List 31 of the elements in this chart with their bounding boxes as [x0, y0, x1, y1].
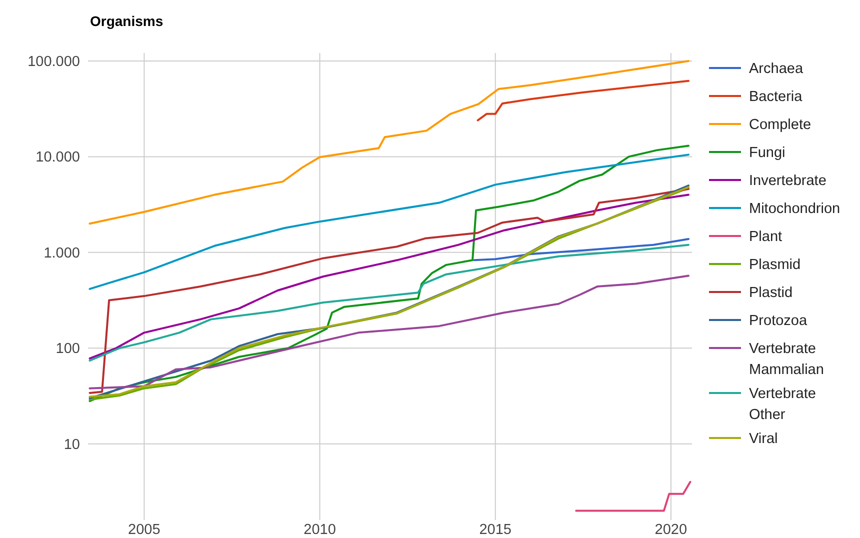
x-tick-label: 2010	[304, 522, 336, 538]
legend-label: Complete	[749, 117, 812, 133]
line-series	[88, 194, 690, 360]
line-series	[88, 144, 690, 402]
legend-label: Vertebrate Other	[749, 386, 816, 423]
legend-label: Viral	[749, 431, 778, 447]
line-series	[88, 154, 690, 290]
y-tick-label: 100	[56, 341, 80, 358]
legend-label: Mitochondrion	[749, 201, 840, 217]
legend-label: Vertebrate Mammalian	[749, 341, 824, 378]
x-tick-label: 2015	[479, 522, 512, 538]
line-series	[88, 244, 690, 362]
legend-label: Plastid	[749, 285, 793, 301]
x-tick-label: 2020	[654, 522, 688, 538]
legend-label: Plasmid	[749, 257, 801, 273]
legend-label: Bacteria	[749, 89, 804, 105]
line-series	[88, 274, 690, 390]
legend-label: Protozoa	[749, 313, 808, 329]
y-tick-label: 100.000	[28, 54, 80, 70]
legend-label: Fungi	[749, 145, 786, 161]
legend-label: Invertebrate	[749, 173, 826, 189]
y-tick-label: 10	[64, 436, 80, 453]
legend-label: Archaea	[749, 61, 804, 77]
line-series	[473, 238, 690, 262]
line-series	[88, 60, 690, 225]
y-tick-label: 10.000	[36, 150, 80, 166]
x-tick-label: 2005	[128, 522, 160, 538]
y-tick-label: 1.000	[44, 245, 80, 262]
legend-label: Plant	[749, 229, 782, 245]
line-series	[476, 80, 690, 122]
chart-title: Organisms	[90, 13, 164, 29]
